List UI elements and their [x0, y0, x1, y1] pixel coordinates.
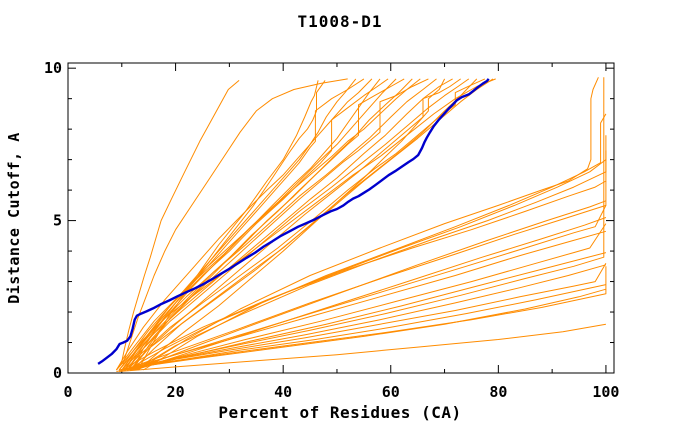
prediction-curve — [126, 78, 429, 371]
prediction-curve — [121, 78, 437, 371]
highlighted-model-curve — [97, 78, 490, 365]
x-axis-label: Percent of Residues (CA) — [218, 403, 462, 422]
y-tick-label: 5 — [53, 212, 62, 230]
prediction-curve — [122, 78, 348, 365]
x-tick-label: 80 — [489, 383, 507, 401]
prediction-curve — [129, 223, 607, 371]
prediction-curve — [137, 77, 599, 371]
prediction-curve — [126, 78, 381, 371]
y-tick-label: 10 — [44, 59, 62, 77]
prediction-curve — [121, 78, 470, 371]
x-tick-label: 40 — [274, 383, 292, 401]
prediction-curve — [120, 80, 240, 365]
prediction-curve — [124, 181, 607, 371]
prediction-curve — [132, 252, 607, 371]
prediction-curve — [121, 159, 607, 371]
prediction-curve — [127, 263, 607, 371]
prediction-curve — [121, 77, 605, 371]
prediction-curve — [116, 78, 421, 371]
prediction-curve — [127, 205, 607, 371]
x-tick-label: 60 — [382, 383, 400, 401]
y-axis-label: Distance Cutoff, A — [5, 132, 23, 304]
prediction-curve — [126, 78, 494, 371]
prediction-curve — [143, 113, 607, 371]
prediction-curve — [124, 284, 607, 371]
x-tick-label: 20 — [167, 383, 185, 401]
prediction-curve — [115, 78, 373, 371]
prediction-curve — [116, 78, 496, 371]
x-tick-label: 0 — [63, 383, 72, 401]
prediction-curve — [119, 264, 607, 371]
prediction-curve — [126, 150, 607, 371]
prediction-curve — [137, 200, 607, 369]
x-tick-label: 100 — [592, 383, 619, 401]
prediction-curve — [119, 323, 606, 372]
prediction-curve — [118, 78, 453, 371]
prediction-curve — [137, 78, 446, 371]
prediction-curve — [135, 217, 607, 371]
plot-frame — [67, 62, 615, 374]
y-tick-label: 0 — [53, 364, 62, 382]
prediction-curve — [121, 78, 357, 371]
plot-title: T1008-D1 — [297, 12, 383, 31]
